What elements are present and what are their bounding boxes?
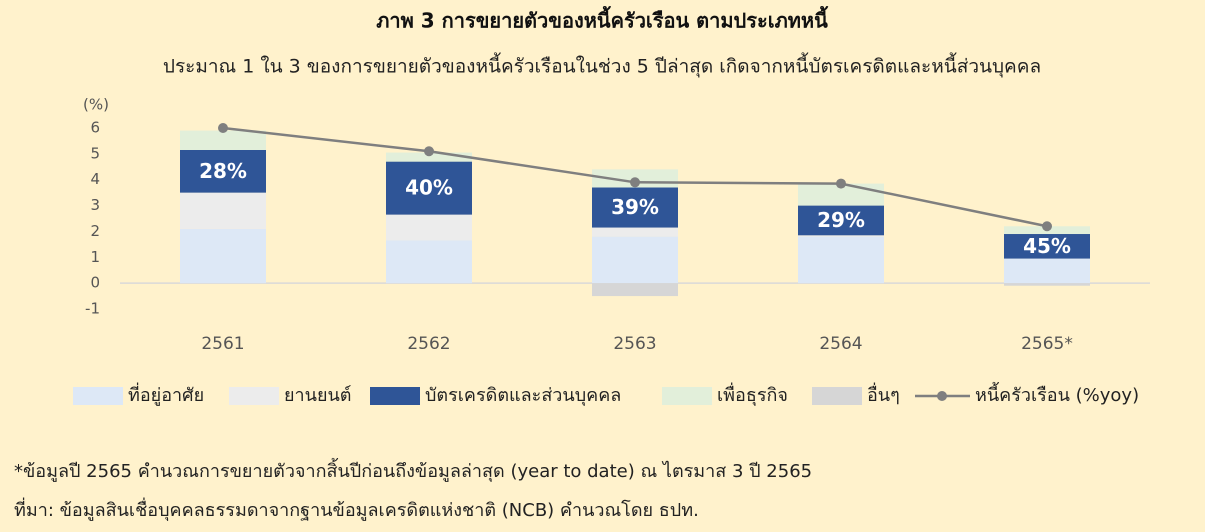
y-axis-label: (%) <box>83 96 109 114</box>
bar-segment <box>592 283 678 297</box>
x-tick-label: 2562 <box>407 334 450 354</box>
chart-subtitle: ประมาณ 1 ใน 3 ของการขยายตัวของหนี้ครัวเร… <box>163 53 1041 79</box>
bar-segment <box>592 227 678 237</box>
y-tick-label: 0 <box>90 274 100 292</box>
share-label: 45% <box>1023 234 1071 258</box>
legend-swatch <box>229 387 279 405</box>
share-label: 39% <box>611 195 659 219</box>
bar-segment <box>592 187 678 228</box>
bar-segment <box>1004 283 1090 286</box>
legend-label: บัตรเครดิตและส่วนบุคคล <box>425 385 621 406</box>
y-tick-label: 2 <box>90 222 100 240</box>
chart-title: ภาพ 3 การขยายตัวของหนี้ครัวเรือน ตามประเ… <box>376 6 829 33</box>
line-point <box>836 178 846 189</box>
y-tick-label: 1 <box>90 248 100 266</box>
footnote: *ข้อมูลปี 2565 คำนวณการขยายตัวจากสิ้นปีก… <box>14 458 812 482</box>
line-point <box>630 177 640 188</box>
source-note: ที่มา: ข้อมูลสินเชื่อบุคคลธรรมดาจากฐานข้… <box>14 497 699 521</box>
share-label: 28% <box>199 159 247 183</box>
legend-swatch <box>370 387 420 405</box>
legend-label: ที่อยู่อาศัย <box>128 382 204 406</box>
bar-segment <box>180 192 266 229</box>
bar-segment <box>180 228 266 284</box>
bar-segment <box>1004 258 1090 284</box>
legend-swatch <box>812 387 862 405</box>
bar-segment <box>386 240 472 284</box>
y-tick-label: -1 <box>85 300 100 318</box>
x-tick-label: 2565* <box>1021 334 1073 354</box>
x-tick-label: 2561 <box>201 334 244 354</box>
line-point <box>1042 221 1052 232</box>
bar-segment <box>386 214 472 241</box>
x-tick-label: 2564 <box>819 334 862 354</box>
legend-swatch <box>662 387 712 405</box>
share-label: 29% <box>817 208 865 232</box>
y-tick-label: 5 <box>90 144 100 162</box>
x-tick-label: 2563 <box>613 334 656 354</box>
y-tick-label: 3 <box>90 196 100 214</box>
legend-point <box>937 391 947 401</box>
bar-segment <box>798 236 884 284</box>
legend-label: อื่นๆ <box>867 382 900 406</box>
bar-segment <box>386 161 472 215</box>
bar-segment <box>386 152 472 162</box>
bar-segment <box>1004 234 1090 259</box>
legend-label: ยานยนต์ <box>284 385 352 406</box>
bar-segment <box>180 130 266 150</box>
bar-segment <box>180 149 266 193</box>
share-label: 40% <box>405 176 453 200</box>
bar-segment <box>592 236 678 284</box>
y-tick-label: 6 <box>90 119 100 137</box>
bar-segment <box>798 235 884 237</box>
y-tick-label: 4 <box>90 170 100 188</box>
bar-segment <box>798 205 884 236</box>
legend-label: หนี้ครัวเรือน (%yoy) <box>975 382 1139 406</box>
line-point <box>424 146 434 157</box>
line-point <box>218 123 228 133</box>
legend-label: เพื่อธุรกิจ <box>717 382 788 406</box>
legend-swatch <box>73 387 123 405</box>
